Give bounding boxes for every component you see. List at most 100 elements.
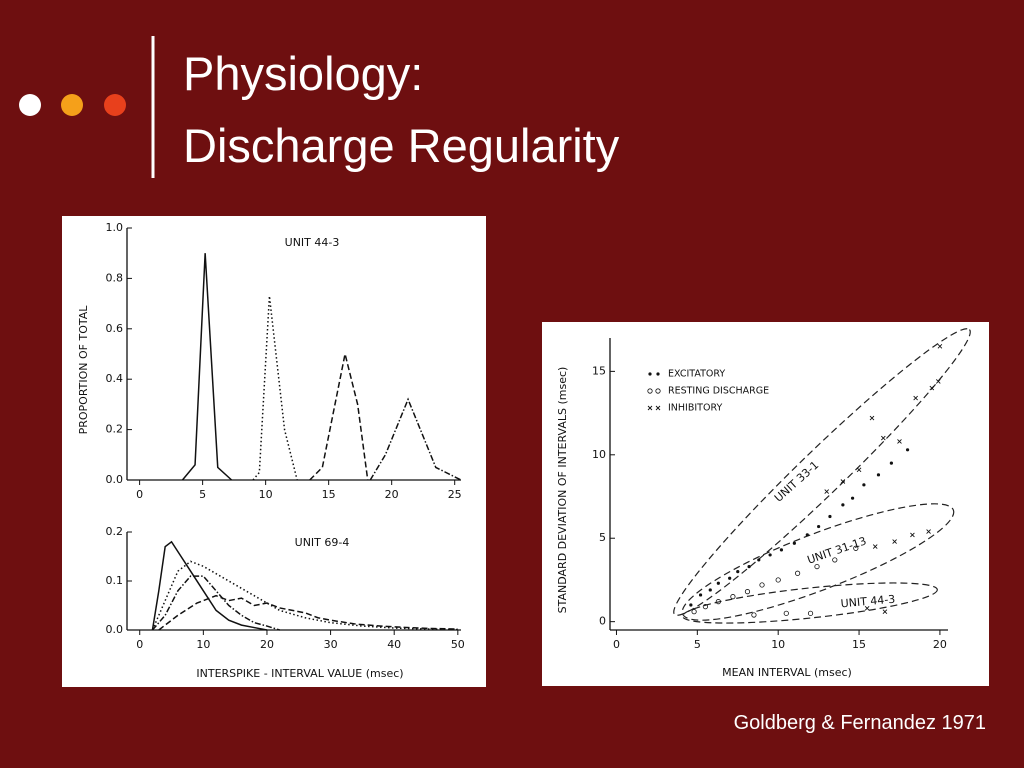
line-series	[158, 594, 458, 631]
x-tick-label: 50	[451, 638, 465, 651]
line-series	[369, 397, 462, 481]
point	[913, 395, 918, 401]
y-tick-label: 10	[592, 448, 606, 461]
figure-panel	[62, 216, 486, 687]
y-tick-label: 0.2	[106, 525, 124, 538]
y-tick-label: 0.2	[106, 423, 124, 436]
point	[935, 379, 941, 384]
line-series	[309, 353, 369, 481]
x-tick-label: 10	[771, 638, 785, 651]
title-line: Physiology:	[183, 47, 424, 100]
x-axis-label: MEAN INTERVAL (msec)	[722, 666, 852, 679]
legend-marker	[655, 405, 661, 411]
point	[929, 385, 935, 391]
point	[708, 588, 712, 592]
point	[751, 612, 757, 618]
point	[779, 548, 784, 552]
point	[715, 599, 721, 605]
x-tick-label: 10	[196, 638, 210, 651]
line-series	[181, 253, 233, 481]
point	[747, 564, 751, 569]
x-tick-label: 0	[136, 638, 143, 651]
x-axis-label: INTERSPIKE - INTERVAL VALUE (msec)	[196, 667, 403, 680]
point	[926, 529, 931, 534]
point	[689, 603, 693, 607]
point	[759, 582, 765, 588]
legend-marker	[647, 388, 653, 394]
point	[832, 557, 838, 563]
point	[872, 544, 878, 549]
point	[841, 503, 845, 507]
legend-marker	[656, 372, 660, 376]
x-tick-label: 20	[260, 638, 274, 651]
point	[783, 610, 789, 616]
x-tick-label: 0	[136, 488, 143, 501]
x-tick-label: 20	[385, 488, 399, 501]
x-tick-label: 15	[852, 638, 866, 651]
legend-label: EXCITATORY	[668, 369, 725, 380]
point	[880, 435, 886, 441]
decor	[19, 36, 155, 178]
point	[792, 541, 796, 545]
point	[807, 610, 814, 616]
envelope	[682, 582, 938, 624]
point	[864, 605, 870, 611]
point	[937, 344, 943, 349]
point	[775, 577, 781, 583]
point	[862, 483, 866, 487]
y-tick-label: 0.1	[106, 574, 124, 587]
x-tick-label: 30	[324, 638, 338, 651]
point	[856, 467, 862, 473]
bullet-dot	[19, 94, 41, 116]
point	[840, 479, 846, 484]
annotation: UNIT 31-13	[806, 534, 869, 566]
x-tick-label: 5	[199, 488, 206, 501]
y-axis-label: PROPORTION OF TOTAL	[77, 305, 90, 435]
point	[768, 553, 772, 557]
legend-marker	[647, 405, 653, 411]
x-tick-label: 25	[448, 488, 462, 501]
y-tick-label: 15	[592, 364, 606, 377]
title-line: Discharge Regularity	[183, 119, 620, 172]
bullet-dot	[61, 94, 83, 116]
annotation: UNIT 69-4	[295, 536, 350, 549]
line-series	[151, 540, 268, 631]
point	[744, 589, 751, 595]
legend-label: RESTING DISCHARGE	[668, 386, 769, 397]
point	[805, 533, 809, 537]
x-tick-label: 40	[387, 638, 401, 651]
legend-marker	[655, 388, 661, 394]
legend-label: INHIBITORY	[668, 403, 722, 414]
x-tick-label: 5	[694, 638, 701, 651]
x-tick-label: 0	[613, 638, 620, 651]
point	[730, 594, 736, 600]
point	[702, 604, 709, 610]
point	[876, 473, 881, 477]
citation: Goldberg & Fernandez 1971	[733, 712, 986, 734]
point	[736, 570, 740, 574]
point	[728, 576, 732, 580]
point	[824, 489, 830, 494]
y-tick-label: 0.4	[106, 372, 124, 385]
point	[757, 558, 761, 562]
y-tick-label: 0.8	[106, 271, 124, 284]
y-tick-label: 0.0	[106, 623, 124, 636]
point	[897, 439, 902, 444]
line-series	[151, 560, 458, 631]
x-tick-label: 15	[322, 488, 336, 501]
point	[910, 532, 915, 538]
figure-panel	[542, 322, 989, 686]
bullet-dot	[104, 94, 126, 116]
annotation: UNIT 44-3	[285, 236, 340, 249]
point	[691, 609, 697, 615]
point	[889, 461, 893, 465]
point	[869, 415, 875, 421]
y-tick-label: 5	[599, 531, 606, 544]
point	[905, 448, 910, 452]
line-series	[252, 295, 298, 481]
legend-marker	[648, 372, 652, 376]
point	[794, 570, 801, 576]
point	[850, 496, 855, 500]
y-tick-label: 0.0	[106, 473, 124, 486]
